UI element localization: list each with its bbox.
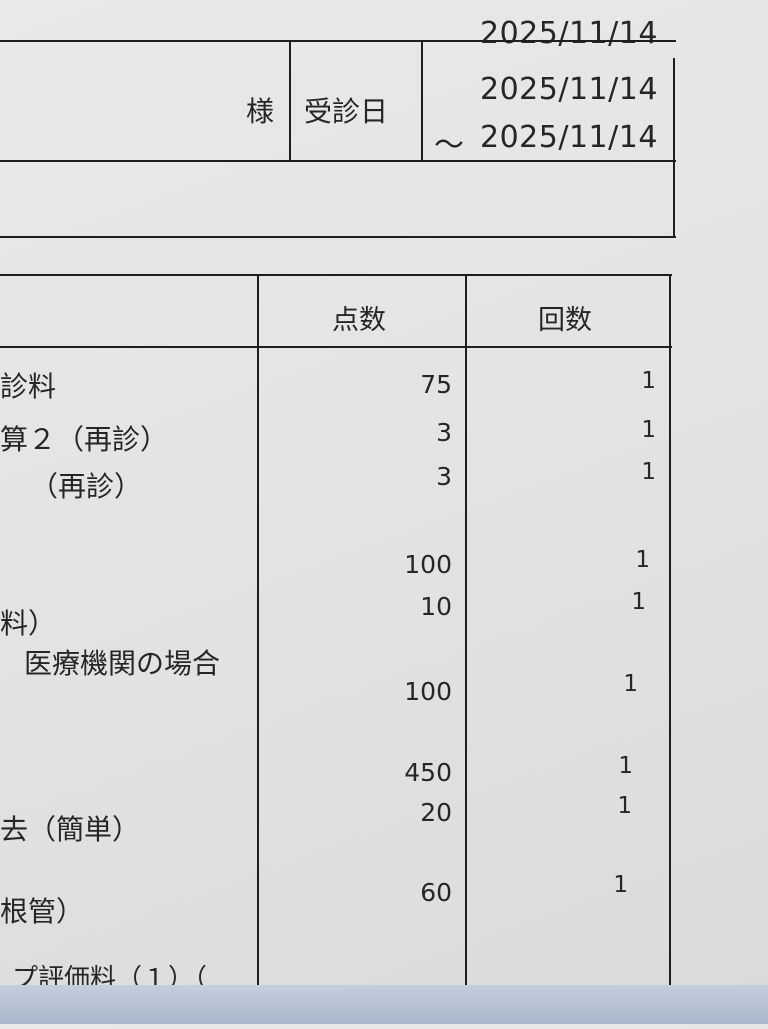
points-value: 10 <box>420 592 452 621</box>
points-value: 450 <box>404 758 452 787</box>
points-value: 3 <box>436 462 452 491</box>
count-value: 1 <box>641 417 656 443</box>
visit-date-label: 受診日 <box>304 95 389 128</box>
background-surface <box>0 985 768 1024</box>
count-value: 1 <box>635 547 650 573</box>
count-value: 1 <box>641 459 656 485</box>
column-header-points: 点数 <box>332 305 386 336</box>
item-name: （再診） <box>30 470 143 503</box>
count-value: 1 <box>631 589 646 615</box>
points-value: 100 <box>404 550 452 579</box>
honorific: 様 <box>246 95 275 128</box>
count-value: 1 <box>641 368 656 394</box>
points-value: 20 <box>420 798 452 827</box>
count-value: 1 <box>617 793 632 819</box>
item-name: 料） <box>0 607 57 640</box>
points-value: 60 <box>420 878 452 907</box>
range-symbol: ～ <box>434 128 465 163</box>
item-name: 去（簡単） <box>0 813 141 846</box>
count-value: 1 <box>618 753 633 779</box>
points-value: 3 <box>436 418 452 447</box>
item-name: 根管） <box>0 895 85 928</box>
visit-date-from: 2025/11/14 <box>480 72 658 107</box>
visit-date-to: 2025/11/14 <box>480 120 658 155</box>
count-value: 1 <box>623 671 638 697</box>
item-name: 算２（再診） <box>0 423 169 456</box>
item-name: 医療機関の場合 <box>24 647 221 680</box>
issue-date: 2025/11/14 <box>480 16 658 51</box>
points-value: 75 <box>420 370 452 399</box>
count-value: 1 <box>613 872 628 898</box>
points-value: 100 <box>404 677 452 706</box>
item-name: 診料 <box>0 370 57 403</box>
column-header-count: 回数 <box>538 305 592 336</box>
